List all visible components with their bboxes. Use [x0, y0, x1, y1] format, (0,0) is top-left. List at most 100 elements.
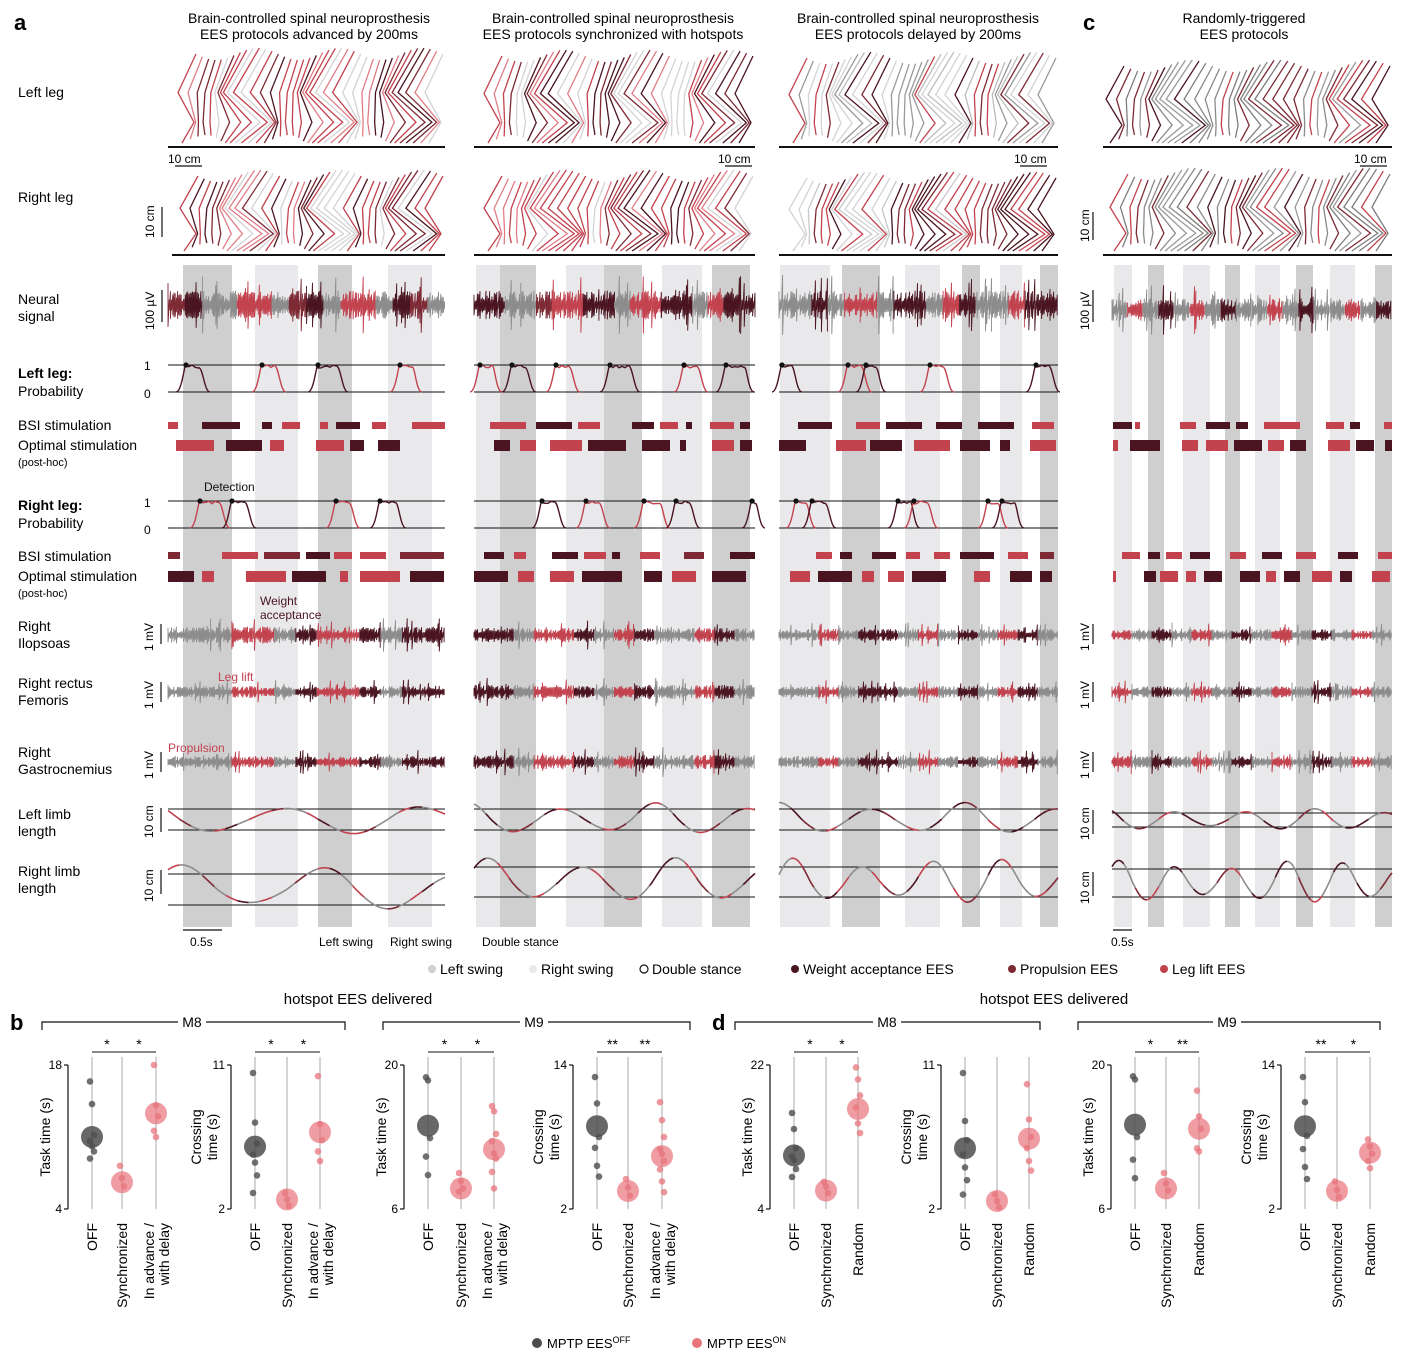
left-limb-col4-segment-23 [1368, 812, 1381, 820]
left-leg-sticks-col1-stick-10 [226, 48, 262, 144]
bsi-left-col4-bar-6 [1264, 422, 1300, 429]
category-label-4-1: OFF [589, 1223, 605, 1251]
right-limb-col1-segment-5 [213, 885, 227, 896]
left-limb-col3-segment-5 [825, 826, 838, 832]
left-leg-sticks-col3-stick-34 [997, 56, 1019, 144]
left-limb-col2-segment-11 [590, 822, 604, 830]
data-point-7-1-2 [1131, 1076, 1139, 1083]
emg-iliopsoas-col2-segment-1 [473, 627, 494, 643]
right-leg-sticks-col3-stick-27 [954, 177, 974, 252]
emg-gastro-col3-segment-6 [878, 751, 899, 773]
left-limb-col2-segment-8 [555, 808, 568, 811]
mean-marker-4-2 [617, 1180, 639, 1202]
emg-iliopsoas-col3-segment-7 [898, 622, 919, 648]
right-leg-sticks-col3-stick-13 [861, 174, 888, 252]
right-limb-col1-segment-21 [398, 899, 411, 908]
emg-rectus-col3-segment-11 [977, 682, 998, 702]
left-limb-col1-segment-7 [237, 818, 250, 826]
bsi-right-col1 [168, 552, 444, 559]
right-leg-sticks-col3-stick-11 [844, 171, 880, 252]
bsi-right-col3-bar-6 [960, 552, 994, 559]
left-leg-sticks-col1-stick-22 [304, 49, 335, 144]
left-leg-sticks-col4-stick-23 [1247, 60, 1283, 144]
right-prob-col3-pulse-3 [887, 500, 921, 529]
emg-gastro-col3-segment-10 [957, 756, 979, 768]
left-leg-sticks-col3-stick-22 [916, 53, 947, 144]
right-leg-sticks-col2-stick-13 [556, 172, 583, 252]
left-leg-sticks-col2-stick-6 [520, 59, 535, 138]
left-prob-col2-detection-dot-6 [723, 362, 729, 368]
legend-top-label-5: Propulsion EES [1020, 961, 1118, 977]
emg-gastro-col4-segment-3 [1151, 750, 1172, 774]
bsi-right-col4-bar-3 [1166, 552, 1182, 559]
right-limb-col3-segment-9 [871, 871, 885, 887]
category-label-3-3-a: In advance / [479, 1223, 495, 1299]
neural-signal-col3-segment-13 [975, 278, 992, 332]
left-leg-sticks-col2-stick-19 [604, 59, 619, 138]
emg-gastro-col1-segment-7 [295, 749, 317, 775]
left-leg-sticks-col3-stick-1 [788, 57, 808, 144]
bsi-right-col1-bar-2 [222, 552, 258, 559]
bsi-right-col3-bar-4 [906, 552, 920, 559]
emg-iliopsoas-col1-segment-10 [359, 622, 381, 648]
neural-signal-col1-segment-2 [184, 282, 203, 328]
left-leg-sticks-col4-stick-20 [1236, 67, 1255, 142]
left-limb-col1-segment-4 [202, 829, 215, 832]
emg-gastro-col2-segment-2 [493, 748, 514, 776]
category-label-4-2: Synchronized [620, 1223, 636, 1308]
mean-marker-6-2 [986, 1190, 1008, 1212]
phase-shade-col4-7 [1330, 265, 1355, 927]
right-leg-sticks-col2-stick-12 [547, 170, 581, 252]
left-leg-sticks-col4-stick-27 [1282, 65, 1302, 144]
neural-signal-col4-segment-17 [1360, 296, 1376, 324]
left-prob-col2 [469, 362, 755, 393]
right-leg-sticks-col1-stick-15 [270, 178, 287, 248]
emg-rectus-col1-segment-1 [167, 684, 189, 700]
optimal-left-col4-bar-8 [1328, 440, 1350, 451]
optimal-left-col3-bar-6 [1000, 440, 1010, 451]
emg-iliopsoas-col4-segment-9 [1271, 624, 1292, 646]
scale-label-col4-emg3: 1 mV [1078, 751, 1092, 779]
phase-shade-col3-4 [905, 265, 940, 927]
right-leg-sticks-col4-stick-22 [1244, 169, 1275, 252]
right-limb-col1-segment-12 [294, 873, 307, 884]
right-limb-col4-segment-2 [1123, 863, 1137, 889]
right-leg-sticks-col2 [474, 169, 755, 256]
optimal-left-col4-bar-1 [1113, 440, 1118, 451]
mean-marker-2-3 [309, 1121, 331, 1144]
left-leg-sticks-col1-stick-34 [384, 52, 407, 144]
right-leg-sticks-col3-stick-8 [830, 176, 853, 252]
neural-signal-col1-segment-4 [219, 290, 238, 320]
right-limb-col4-segment-12 [1239, 874, 1253, 894]
left-leg-sticks-col4-stick-22 [1243, 61, 1273, 144]
left-leg-sticks-col3-stick-36 [1004, 52, 1039, 144]
left-leg-sticks-col4-stick-39 [1360, 62, 1387, 144]
right-prob-col1-pulse-3 [325, 500, 361, 529]
emg-rectus-col1-segment-12 [401, 679, 424, 705]
right-leg-sticks-col1-stick-2 [189, 178, 205, 248]
right-prob-col2-detection-dot-5 [749, 498, 755, 504]
data-point-8-3-1 [1364, 1136, 1372, 1143]
left-limb-col2-segment-4 [508, 829, 522, 833]
right-leg-sticks-col4-stick-34 [1328, 172, 1351, 252]
right-leg-sticks-col4-stick-4 [1135, 179, 1149, 244]
left-limb-col4-segment-21 [1345, 825, 1358, 829]
right-limb-col3-segment-20 [999, 858, 1013, 869]
left-limb-col4-segment-24 [1380, 811, 1393, 816]
bsi-left-col1-bar-3 [262, 422, 272, 429]
neural-signal-col1-segment-14 [392, 281, 411, 329]
left-limb-col2-segment-20 [696, 829, 709, 834]
right-leg-sticks-col3 [779, 171, 1058, 256]
emg-rectus-col4-segment-5 [1191, 681, 1212, 703]
legend-top-marker-5 [1008, 965, 1016, 973]
left-limb-col1-segment-21 [398, 807, 411, 814]
right-leg-sticks-col1-stick-9 [224, 171, 254, 252]
right-leg-sticks-col1-stick-16 [280, 180, 293, 245]
right-limb-col1-segment-1 [167, 864, 180, 871]
data-point-8-3-5 [1366, 1164, 1374, 1172]
right-leg-sticks-col1-stick-39 [414, 172, 441, 252]
right-leg-sticks-col1-stick-20 [300, 177, 318, 250]
data-point-8-1-1 [1299, 1073, 1307, 1081]
row-label-left-limb-2: length [18, 823, 56, 839]
left-leg-sticks-col2-stick-38 [714, 50, 748, 144]
